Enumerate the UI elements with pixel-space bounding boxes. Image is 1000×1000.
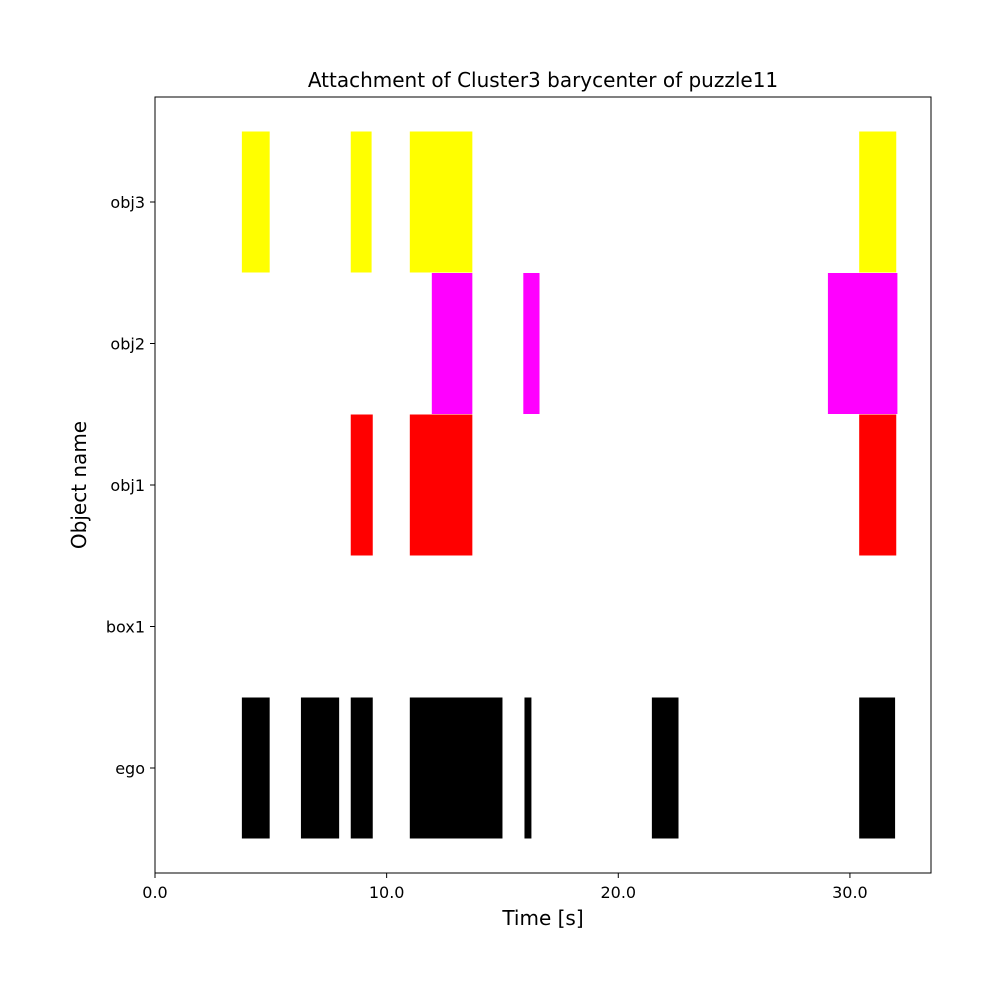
bar-ego-6 [859,697,896,839]
bar-ego-3 [409,697,503,839]
bar-obj3-1 [350,131,372,273]
bar-obj1-0 [350,414,373,556]
bar-obj2-0 [431,273,473,414]
bar-ego-2 [350,697,373,839]
x-tick-label: 20.0 [600,883,636,902]
y-tick-label-box1: box1 [106,618,145,637]
bar-ego-1 [300,697,340,839]
bar-obj3-3 [859,131,897,273]
x-tick-label: 10.0 [369,883,405,902]
y-axis-label: Object name [67,421,91,549]
x-axis-ticks: 0.0 10.0 20.0 30.0 [142,873,868,902]
bar-obj1-1 [409,414,473,556]
bar-obj2-1 [523,273,540,414]
y-tick-label-obj1: obj1 [110,476,145,495]
bar-ego-4 [524,697,532,839]
bar-ego-5 [651,697,679,839]
y-tick-label-obj3: obj3 [110,193,145,212]
x-tick-label: 30.0 [832,883,868,902]
x-tick-label: 0.0 [142,883,167,902]
bar-ego-0 [241,697,270,839]
bar-obj1-2 [859,414,897,556]
y-axis-ticks: ego box1 obj1 obj2 obj3 [106,193,155,778]
bar-obj3-0 [241,131,270,273]
bar-obj2-2 [827,273,898,414]
chart-title: Attachment of Cluster3 barycenter of puz… [308,68,778,92]
y-tick-label-obj2: obj2 [110,335,145,354]
bar-obj3-2 [409,131,473,273]
y-tick-label-ego: ego [115,759,145,778]
chart-bars [241,131,898,839]
x-axis-label: Time [s] [501,906,583,930]
